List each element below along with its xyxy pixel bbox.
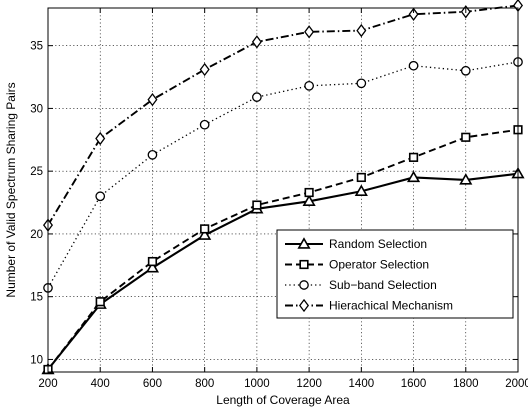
y-tick-label: 15 [30,292,43,304]
data-point [356,23,367,38]
legend-marker [299,259,309,270]
data-point [460,65,471,76]
legend-item: Hierachical Mechanism [285,299,453,313]
data-point [147,150,158,160]
series-layer [41,0,525,375]
x-tick-label: 1000 [244,378,270,390]
x-tick-label: 1200 [296,378,322,390]
x-tick-label: 400 [91,378,110,390]
x-axis-label: Length of Coverage Area [216,393,350,407]
legend-item: Sub−band Selection [285,278,437,292]
data-point [354,184,368,196]
data-point [251,35,262,49]
data-point [408,60,419,71]
data-point [95,297,105,307]
data-point [356,172,366,183]
data-point [199,62,210,77]
data-point [304,80,314,91]
series-line [47,128,519,371]
data-point [198,228,212,240]
x-tick-label: 1600 [401,378,427,390]
data-point [304,25,315,39]
x-tick-label: 600 [143,378,162,390]
axes: 200 400 600 800 1000 1200 1400 1600 1800 2000 10 15… [30,8,528,390]
y-tick-label: 25 [30,166,43,178]
legend-item: Operator Selection [285,258,429,272]
legend-item: Random Selection [285,237,427,251]
legend-label: Random Selection [329,237,427,251]
data-point [408,152,419,162]
x-tick-label: 1400 [349,378,375,390]
legend-label: Operator Selection [329,258,429,272]
data-point [199,119,210,130]
data-point [459,173,473,185]
data-point [406,170,421,183]
data-point [95,191,106,202]
data-point [252,200,262,210]
x-tick-label: 2000 [505,378,528,390]
x-tick-label: 200 [38,378,57,390]
data-point [252,92,262,102]
legend: Random Selection Operator Selection Sub−ba… [276,229,514,319]
series-4 [42,0,524,232]
y-tick-label: 10 [30,354,43,366]
y-tick-label: 35 [30,41,43,53]
data-point [304,187,314,198]
data-point [145,261,160,273]
legend-label: Sub−band Selection [329,278,437,292]
series-line [47,61,519,289]
data-point [356,78,367,89]
data-point [95,131,106,146]
x-tick-label: 800 [195,378,214,390]
data-point [147,256,158,267]
legend-marker [298,298,310,313]
data-point [408,7,419,21]
x-tick-label: 1800 [453,378,479,390]
data-point [461,132,471,142]
data-point [302,194,316,206]
y-axis-label: Number of Valid Spectrum Sharing Pairs [4,82,18,297]
y-tick-label: 30 [30,103,43,115]
series-line [47,172,519,371]
legend-marker [299,280,309,290]
series-line [47,4,519,226]
plot-frame [47,7,519,373]
y-tick-label: 20 [30,229,43,241]
data-point [147,92,158,107]
legend-marker [297,237,311,249]
legend-label: Hierachical Mechanism [329,299,453,313]
data-point [200,224,210,234]
